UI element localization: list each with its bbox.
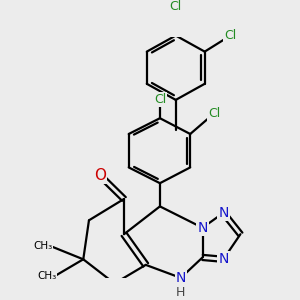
Text: Cl: Cl: [154, 93, 166, 106]
Text: CH₃: CH₃: [37, 271, 56, 281]
Text: N: N: [197, 221, 208, 235]
Text: Cl: Cl: [208, 107, 220, 120]
Text: Cl: Cl: [169, 0, 182, 13]
Text: N: N: [176, 271, 186, 285]
Text: N: N: [218, 252, 229, 266]
Text: H: H: [176, 286, 185, 299]
Text: Cl: Cl: [224, 29, 237, 42]
Text: CH₃: CH₃: [33, 241, 53, 251]
Text: O: O: [94, 168, 106, 183]
Text: N: N: [218, 206, 229, 220]
